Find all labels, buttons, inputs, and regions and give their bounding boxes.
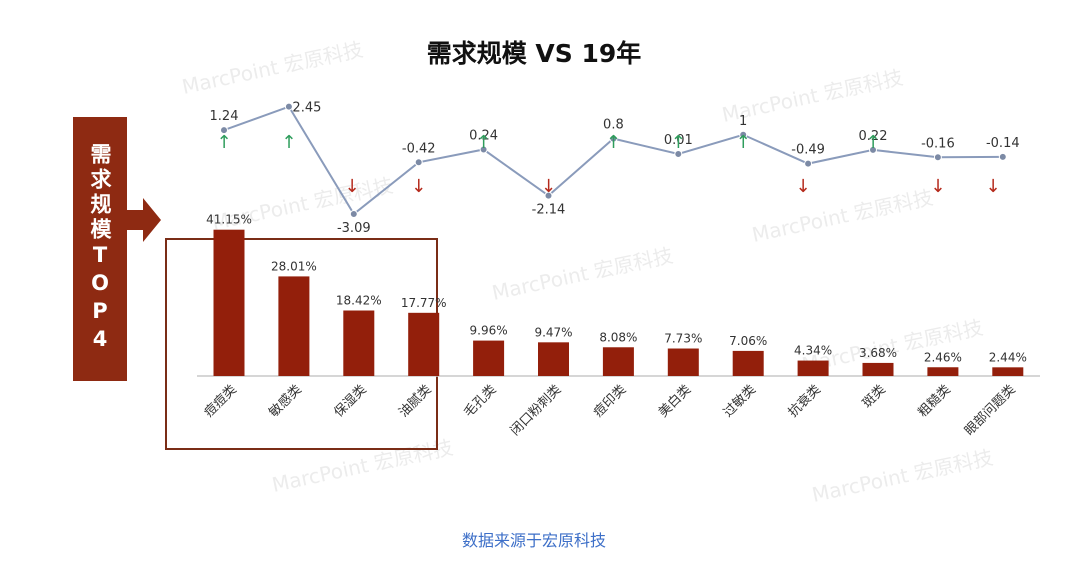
- line-value-label: 0.01: [664, 133, 693, 148]
- line-point: [479, 145, 488, 154]
- arrow-up-icon: ↑: [476, 132, 491, 153]
- bar: [797, 360, 829, 376]
- arrow-up-icon: ↑: [216, 132, 231, 153]
- category-label: 毛孔类: [461, 382, 499, 420]
- line-point: [869, 145, 877, 154]
- category-label: 斑类: [860, 382, 889, 411]
- bar-value-label: 9.47%: [534, 325, 572, 339]
- bar-value-label: 17.77%: [401, 296, 447, 310]
- line-point: [609, 134, 618, 143]
- arrow-up-icon: ↑: [736, 132, 751, 153]
- arrow-down-icon: ↓: [541, 176, 556, 197]
- bar-value-label: 9.96%: [470, 324, 508, 338]
- line-value-label: -2.14: [532, 203, 566, 218]
- arrow-down-icon: ↓: [930, 176, 945, 197]
- bar-value-label: 2.46%: [924, 350, 962, 364]
- bar: [213, 229, 245, 376]
- line-point: [349, 210, 358, 219]
- line-point: [933, 153, 942, 162]
- bar: [408, 312, 440, 376]
- category-label: 眼部问题类: [962, 382, 1019, 439]
- sidebar-label-text: 需求规模TOP4: [88, 143, 112, 355]
- category-label: 抗衰类: [785, 382, 824, 421]
- line-value-label: -3.09: [337, 221, 371, 236]
- arrow-up-icon: ↑: [671, 132, 686, 153]
- bar: [732, 350, 764, 376]
- line-point: [739, 130, 748, 139]
- arrow-up-icon: ↑: [865, 132, 880, 153]
- bar-value-label: 8.08%: [599, 330, 637, 344]
- bar: [278, 276, 310, 376]
- category-label: 敏感类: [266, 382, 305, 421]
- category-label: 美白类: [655, 382, 694, 421]
- arrow-up-icon: ↑: [606, 132, 621, 153]
- line-value-label: 1.24: [210, 109, 239, 124]
- bar-value-label: 3.68%: [859, 346, 897, 360]
- top4-sidebar-label: 需求规模TOP4: [73, 117, 127, 381]
- source-note: 数据来源于宏原科技: [461, 531, 606, 550]
- category-label: 保湿类: [331, 382, 369, 420]
- line-point: [544, 191, 553, 200]
- category-label: 闭口粉刺类: [508, 382, 565, 439]
- bar-value-label: 7.06%: [729, 334, 767, 348]
- line-value-label: 2.45: [292, 101, 321, 116]
- bar: [538, 342, 569, 376]
- chart-title: 需求规模 VS 19年: [426, 39, 642, 68]
- bar: [862, 362, 894, 376]
- bar: [473, 340, 505, 376]
- line-value-label: 0.22: [859, 129, 888, 144]
- line-value-label: -0.49: [791, 143, 825, 158]
- line-point: [414, 158, 423, 167]
- category-label: 痘印类: [591, 382, 629, 420]
- line-point: [220, 126, 228, 135]
- bar-value-label: 7.73%: [664, 332, 702, 346]
- bar: [602, 347, 634, 376]
- bar-value-label: 28.01%: [271, 259, 317, 273]
- arrow-down-icon: ↓: [411, 176, 426, 197]
- line-value-label: -0.14: [986, 136, 1020, 151]
- line-value-label: -0.16: [921, 136, 955, 151]
- bar: [992, 367, 1024, 376]
- bar-value-label: 18.42%: [336, 294, 382, 308]
- bar: [667, 348, 699, 376]
- line-value-label: 0.8: [603, 118, 624, 133]
- line-value-label: 1: [739, 114, 747, 129]
- line-point: [998, 152, 1007, 161]
- arrow-up-icon: ↑: [281, 132, 296, 153]
- bar-value-label: 41.15%: [206, 213, 252, 227]
- bar: [343, 310, 375, 376]
- arrow-down-icon: ↓: [795, 176, 810, 197]
- arrow-down-icon: ↓: [985, 176, 1000, 197]
- line-value-label: 0.24: [469, 129, 498, 144]
- arrow-right-icon: [127, 198, 161, 242]
- category-label: 过敏类: [721, 382, 759, 420]
- line-value-label: -0.42: [402, 141, 436, 156]
- bar-value-label: 4.34%: [794, 344, 832, 358]
- category-label: 痘痘类: [202, 382, 240, 420]
- line-point: [804, 159, 813, 168]
- arrow-down-icon: ↓: [344, 176, 359, 197]
- bar: [927, 367, 959, 376]
- category-label: 粗糙类: [916, 382, 954, 420]
- line-point: [284, 102, 293, 111]
- line-point: [674, 149, 683, 158]
- category-label: 油腻类: [396, 382, 434, 420]
- bar-value-label: 2.44%: [989, 350, 1027, 364]
